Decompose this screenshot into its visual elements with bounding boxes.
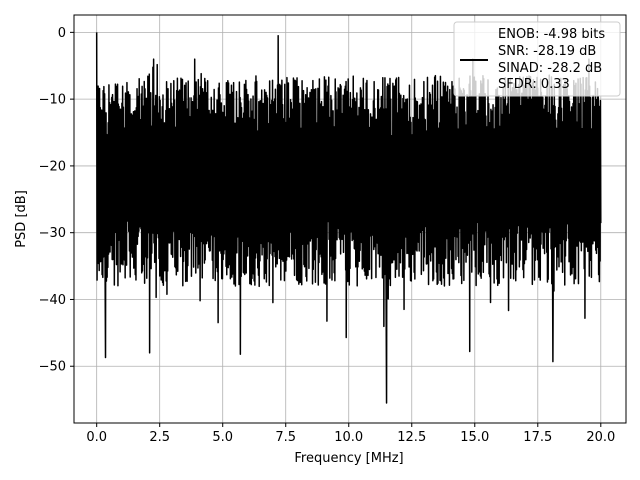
y-tick-label: −50 xyxy=(39,360,66,375)
x-tick-label: 7.5 xyxy=(275,430,296,445)
x-axis-ticks: 0.0 2.5 5.0 7.5 10.0 12.5 15.0 17.5 20.0 xyxy=(86,423,615,445)
legend-entry-sinad: SINAD: -28.2 dB xyxy=(498,61,602,76)
x-tick-label: 20.0 xyxy=(586,430,615,445)
y-tick-label: −10 xyxy=(39,93,66,108)
x-tick-label: 10.0 xyxy=(334,430,363,445)
y-axis-label: PSD [dB] xyxy=(14,190,29,248)
legend-entry-snr: SNR: -28.19 dB xyxy=(498,44,596,59)
legend-entry-enob: ENOB: -4.98 bits xyxy=(498,27,605,42)
x-tick-label: 2.5 xyxy=(149,430,170,445)
y-tick-label: −20 xyxy=(39,159,66,174)
legend-entry-sfdr: SFDR: 0.33 xyxy=(498,77,570,92)
x-tick-label: 5.0 xyxy=(212,430,233,445)
y-tick-label: −30 xyxy=(39,226,66,241)
legend: ENOB: -4.98 bits SNR: -28.19 dB SINAD: -… xyxy=(453,21,621,97)
x-tick-label: 17.5 xyxy=(523,430,552,445)
y-tick-label: 0 xyxy=(58,26,66,41)
plot-area xyxy=(95,32,602,404)
x-tick-label: 12.5 xyxy=(397,430,426,445)
y-axis-ticks: 0 −10 −20 −30 −40 −50 xyxy=(39,26,74,375)
y-tick-label: −40 xyxy=(39,293,66,308)
x-tick-label: 0.0 xyxy=(86,430,107,445)
psd-series-line xyxy=(95,32,602,404)
x-axis-label: Frequency [MHz] xyxy=(294,451,403,466)
x-tick-label: 15.0 xyxy=(460,430,489,445)
axes-frame xyxy=(73,14,627,424)
legend-box xyxy=(453,21,621,97)
